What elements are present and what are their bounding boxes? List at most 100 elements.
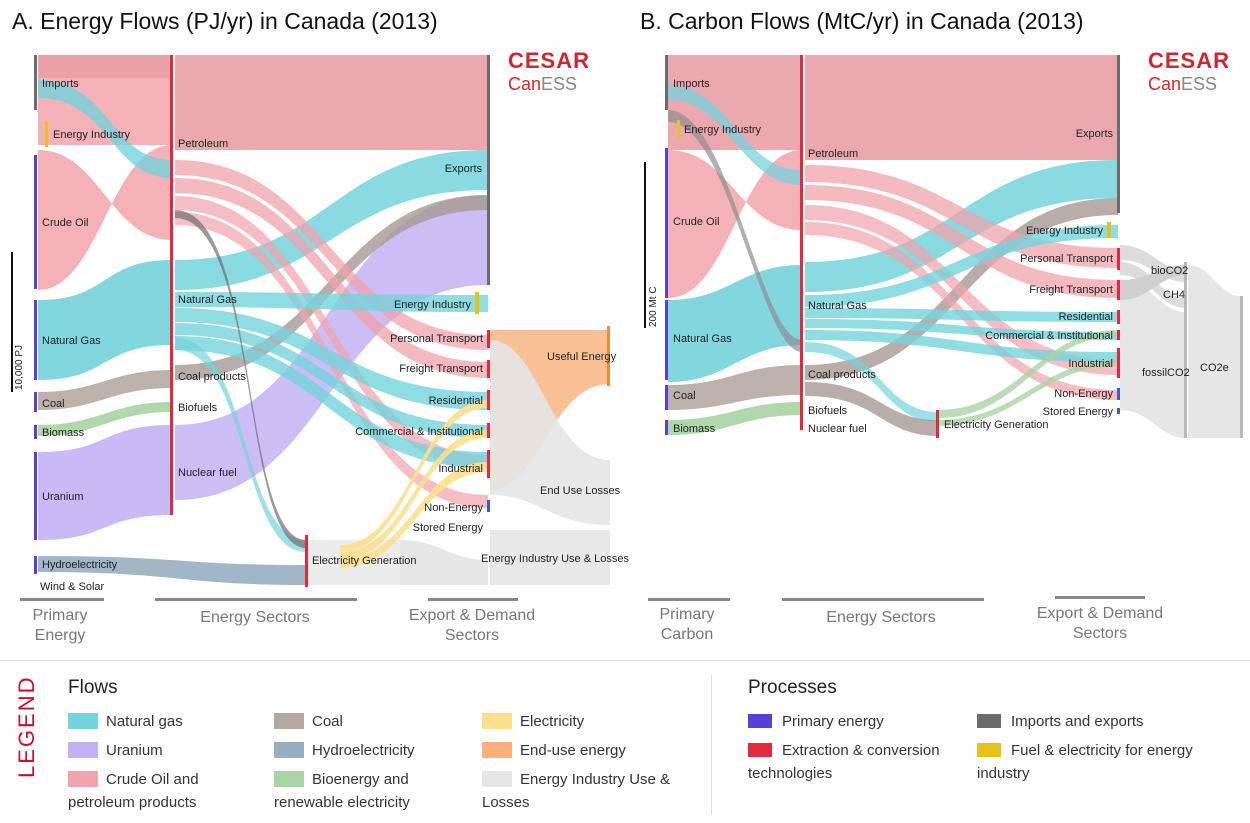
legend-divider xyxy=(711,675,712,815)
swatch-extraction xyxy=(748,743,772,757)
cesar-logo-a: CESAR CanESS xyxy=(508,48,591,94)
node-a-natural-gas-sector: Natural Gas xyxy=(178,294,237,306)
legend-flow-hydro: Hydroelectricity xyxy=(274,739,464,762)
node-b-residential: Residential xyxy=(1059,311,1113,323)
swatch-hydro xyxy=(274,742,304,758)
node-a-useful-energy: Useful Energy xyxy=(547,351,617,363)
stage-bar-b-demand xyxy=(1055,596,1145,599)
stage-bar-b-sectors xyxy=(782,598,984,601)
legend-flow-losses: Energy Industry Use & Losses xyxy=(482,771,671,811)
node-a-freight-transport: Freight Transport xyxy=(399,363,483,375)
stage-label-b-primary: Primary Carbon xyxy=(659,606,715,643)
node-a-energy-industry: Energy Industry xyxy=(53,129,131,141)
flow-a-imports-top xyxy=(38,55,172,78)
stage-label-a-sectors: Energy Sectors xyxy=(200,609,310,626)
panel-a-title: A. Energy Flows (PJ/yr) in Canada (2013) xyxy=(12,8,438,34)
node-a-biomass: Biomass xyxy=(42,427,85,439)
node-a-nuclear-fuel: Nuclear fuel xyxy=(178,467,237,479)
node-a-uranium: Uranium xyxy=(42,491,84,503)
stage-label-a-primary: Primary Energy xyxy=(32,607,88,644)
panel-b-title: B. Carbon Flows (MtC/yr) in Canada (2013… xyxy=(640,8,1084,34)
node-b-industrial: Industrial xyxy=(1068,358,1113,370)
node-a-petroleum: Petroleum xyxy=(178,138,228,150)
flow-a-uranium-to-nuclear xyxy=(38,425,172,540)
flow-a-hydro-elec xyxy=(38,556,306,585)
node-a-crude-oil: Crude Oil xyxy=(42,217,88,229)
flow-a-biomass-biofuels xyxy=(38,402,172,436)
legend xyxy=(0,660,1250,823)
node-b-imports: Imports xyxy=(673,78,710,90)
node-a-energy-industry-losses: Energy Industry Use & Losses xyxy=(481,553,629,565)
node-b-fossilco2: fossilCO2 xyxy=(1142,367,1190,379)
legend-processes-heading: Processes xyxy=(748,677,837,698)
stage-label-b-demand: Export & Demand Sectors xyxy=(1036,605,1164,642)
node-a-natural-gas: Natural Gas xyxy=(42,335,101,347)
node-b-coal-products: Coal products xyxy=(808,369,876,381)
swatch-uranium xyxy=(68,742,98,758)
flow-a-nuclear-exports xyxy=(175,195,488,500)
flow-a-gas-to-natgas xyxy=(38,260,172,380)
legend-process-primary: Primary energy xyxy=(748,710,968,733)
node-b-nuclear-fuel: Nuclear fuel xyxy=(808,423,867,435)
node-a-commercial: Commercial & Institutional xyxy=(355,426,483,438)
legend-word: LEGEND xyxy=(14,675,39,778)
flow-a-petroleum-exports-top xyxy=(175,55,488,150)
flow-a-crude-to-petroleum xyxy=(38,55,172,290)
node-b-non-energy: Non-Energy xyxy=(1054,388,1113,400)
node-a-personal-transport: Personal Transport xyxy=(390,333,483,345)
node-a-hydroelectricity: Hydroelectricity xyxy=(42,559,118,571)
legend-flow-natural-gas: Natural gas xyxy=(68,710,258,733)
node-b-energy-industry: Energy Industry xyxy=(684,124,762,136)
node-b-coal: Coal xyxy=(673,390,696,402)
stage-bar-a-sectors xyxy=(155,598,357,601)
node-a-energy-industry-demand: Energy Industry xyxy=(394,299,472,311)
cesar-logo-b: CESAR CanESS xyxy=(1148,48,1231,94)
node-a-non-energy: Non-Energy xyxy=(424,502,483,514)
swatch-coal xyxy=(274,713,304,729)
legend-process-imports: Imports and exports xyxy=(977,710,1217,733)
node-a-imports: Imports xyxy=(42,78,79,90)
node-b-bioco2: bioCO2 xyxy=(1151,265,1188,277)
flow-a-coal-exports xyxy=(175,195,488,380)
legend-flow-electricity: Electricity xyxy=(482,710,692,733)
legend-flow-coal: Coal xyxy=(274,710,464,733)
swatch-losses xyxy=(482,771,512,787)
node-a-end-use-losses: End Use Losses xyxy=(540,485,621,497)
node-b-electricity-generation: Electricity Generation xyxy=(944,419,1049,431)
node-b-personal-transport: Personal Transport xyxy=(1020,253,1113,265)
swatch-primary-energy xyxy=(748,714,772,728)
legend-flow-bioenergy: Bioenergy and renewable electricity xyxy=(274,771,410,811)
swatch-fuel-electricity xyxy=(977,743,1001,757)
swatch-natural-gas xyxy=(68,713,98,729)
legend-process-fuel: Fuel & electricity for energy industry xyxy=(977,742,1193,782)
stage-bar-a-primary xyxy=(20,598,104,601)
legend-flow-uranium: Uranium xyxy=(68,739,258,762)
node-b-exports: Exports xyxy=(1076,128,1114,140)
node-b-energy-industry-demand: Energy Industry xyxy=(1026,225,1104,237)
node-b-natural-gas-sector: Natural Gas xyxy=(808,300,867,312)
node-b-ch4: CH4 xyxy=(1163,289,1185,301)
node-b-commercial: Commercial & Institutional xyxy=(985,330,1113,342)
node-a-electricity-generation: Electricity Generation xyxy=(312,555,417,567)
node-a-wind-solar: Wind & Solar xyxy=(40,581,105,593)
node-b-petroleum: Petroleum xyxy=(808,148,858,160)
node-a-residential: Residential xyxy=(429,395,483,407)
node-a-biofuels: Biofuels xyxy=(178,402,218,414)
node-a-coal-products: Coal products xyxy=(178,371,246,383)
legend-process-extraction: Extraction & conversion technologies xyxy=(748,742,940,782)
node-a-stored-energy: Stored Energy xyxy=(413,522,484,534)
legend-flows-heading: Flows xyxy=(68,677,118,698)
stage-bar-b-primary xyxy=(648,598,730,601)
legend-flow-crude-oil: Crude Oil and petroleum products xyxy=(68,771,199,811)
panel-b-sankey: Imports Energy Industry Crude Oil Natura… xyxy=(644,55,1243,438)
node-b-biomass: Biomass xyxy=(673,423,716,435)
node-a-coal: Coal xyxy=(42,398,65,410)
node-a-industrial: Industrial xyxy=(438,463,483,475)
stage-bar-a-demand xyxy=(428,598,518,601)
swatch-imports-exports xyxy=(977,714,1001,728)
node-b-freight-transport: Freight Transport xyxy=(1029,284,1113,296)
node-b-crude-oil: Crude Oil xyxy=(673,216,719,228)
stage-label-a-demand: Export & Demand Sectors xyxy=(408,607,536,644)
node-b-stored-energy: Stored Energy xyxy=(1043,406,1114,418)
swatch-bioenergy xyxy=(274,771,304,787)
